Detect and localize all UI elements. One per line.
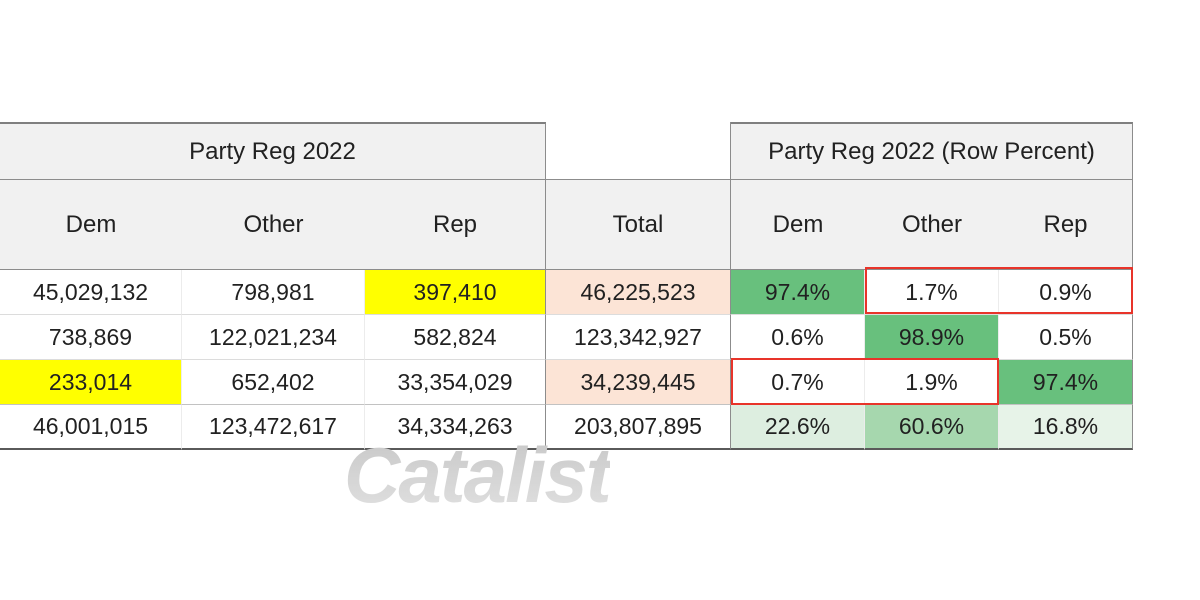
cell-count-r1-other: 798,981	[182, 270, 365, 315]
cell-pct-r1-rep: 0.9%	[999, 270, 1133, 315]
col-header-total: Total	[546, 180, 731, 270]
cell-count-r1-rep: 397,410	[365, 270, 546, 315]
cell-pct-r3-dem: 0.7%	[731, 360, 865, 405]
cell-pct-r2-other: 98.9%	[865, 315, 999, 360]
cell-pct-r4-dem: 22.6%	[731, 405, 865, 450]
right-col-header-dem: Dem	[731, 180, 865, 270]
cell-pct-r2-dem: 0.6%	[731, 315, 865, 360]
left-col-header-rep: Rep	[365, 180, 546, 270]
cell-pct-r3-rep: 97.4%	[999, 360, 1133, 405]
cell-pct-r1-other: 1.7%	[865, 270, 999, 315]
cell-total-r2: 123,342,927	[546, 315, 731, 360]
cell-pct-r4-other: 60.6%	[865, 405, 999, 450]
cell-count-r3-dem: 233,014	[0, 360, 182, 405]
cell-total-r1: 46,225,523	[546, 270, 731, 315]
catalist-watermark: Catalist	[344, 431, 612, 519]
cell-count-r2-rep: 582,824	[365, 315, 546, 360]
left-col-header-dem: Dem	[0, 180, 182, 270]
cell-total-r4: 203,807,895	[546, 405, 731, 450]
cell-total-r3: 34,239,445	[546, 360, 731, 405]
cell-pct-r3-other: 1.9%	[865, 360, 999, 405]
right-col-header-other: Other	[865, 180, 999, 270]
cell-pct-r4-rep: 16.8%	[999, 405, 1133, 450]
cell-count-r3-rep: 33,354,029	[365, 360, 546, 405]
cell-count-r2-dem: 738,869	[0, 315, 182, 360]
registration-table: Party Reg 2022 Party Reg 2022 (Row Perce…	[0, 122, 1133, 450]
cell-count-r4-dem: 46,001,015	[0, 405, 182, 450]
right-col-header-rep: Rep	[999, 180, 1133, 270]
cell-count-r4-rep: 34,334,263	[365, 405, 546, 450]
cell-count-r4-other: 123,472,617	[182, 405, 365, 450]
cell-count-r2-other: 122,021,234	[182, 315, 365, 360]
right-table-title: Party Reg 2022 (Row Percent)	[731, 122, 1133, 180]
cell-pct-r1-dem: 97.4%	[731, 270, 865, 315]
left-col-header-other: Other	[182, 180, 365, 270]
cell-count-r1-dem: 45,029,132	[0, 270, 182, 315]
left-table-title: Party Reg 2022	[0, 122, 546, 180]
cell-count-r3-other: 652,402	[182, 360, 365, 405]
cell-pct-r2-rep: 0.5%	[999, 315, 1133, 360]
title-row-gap	[546, 122, 731, 180]
